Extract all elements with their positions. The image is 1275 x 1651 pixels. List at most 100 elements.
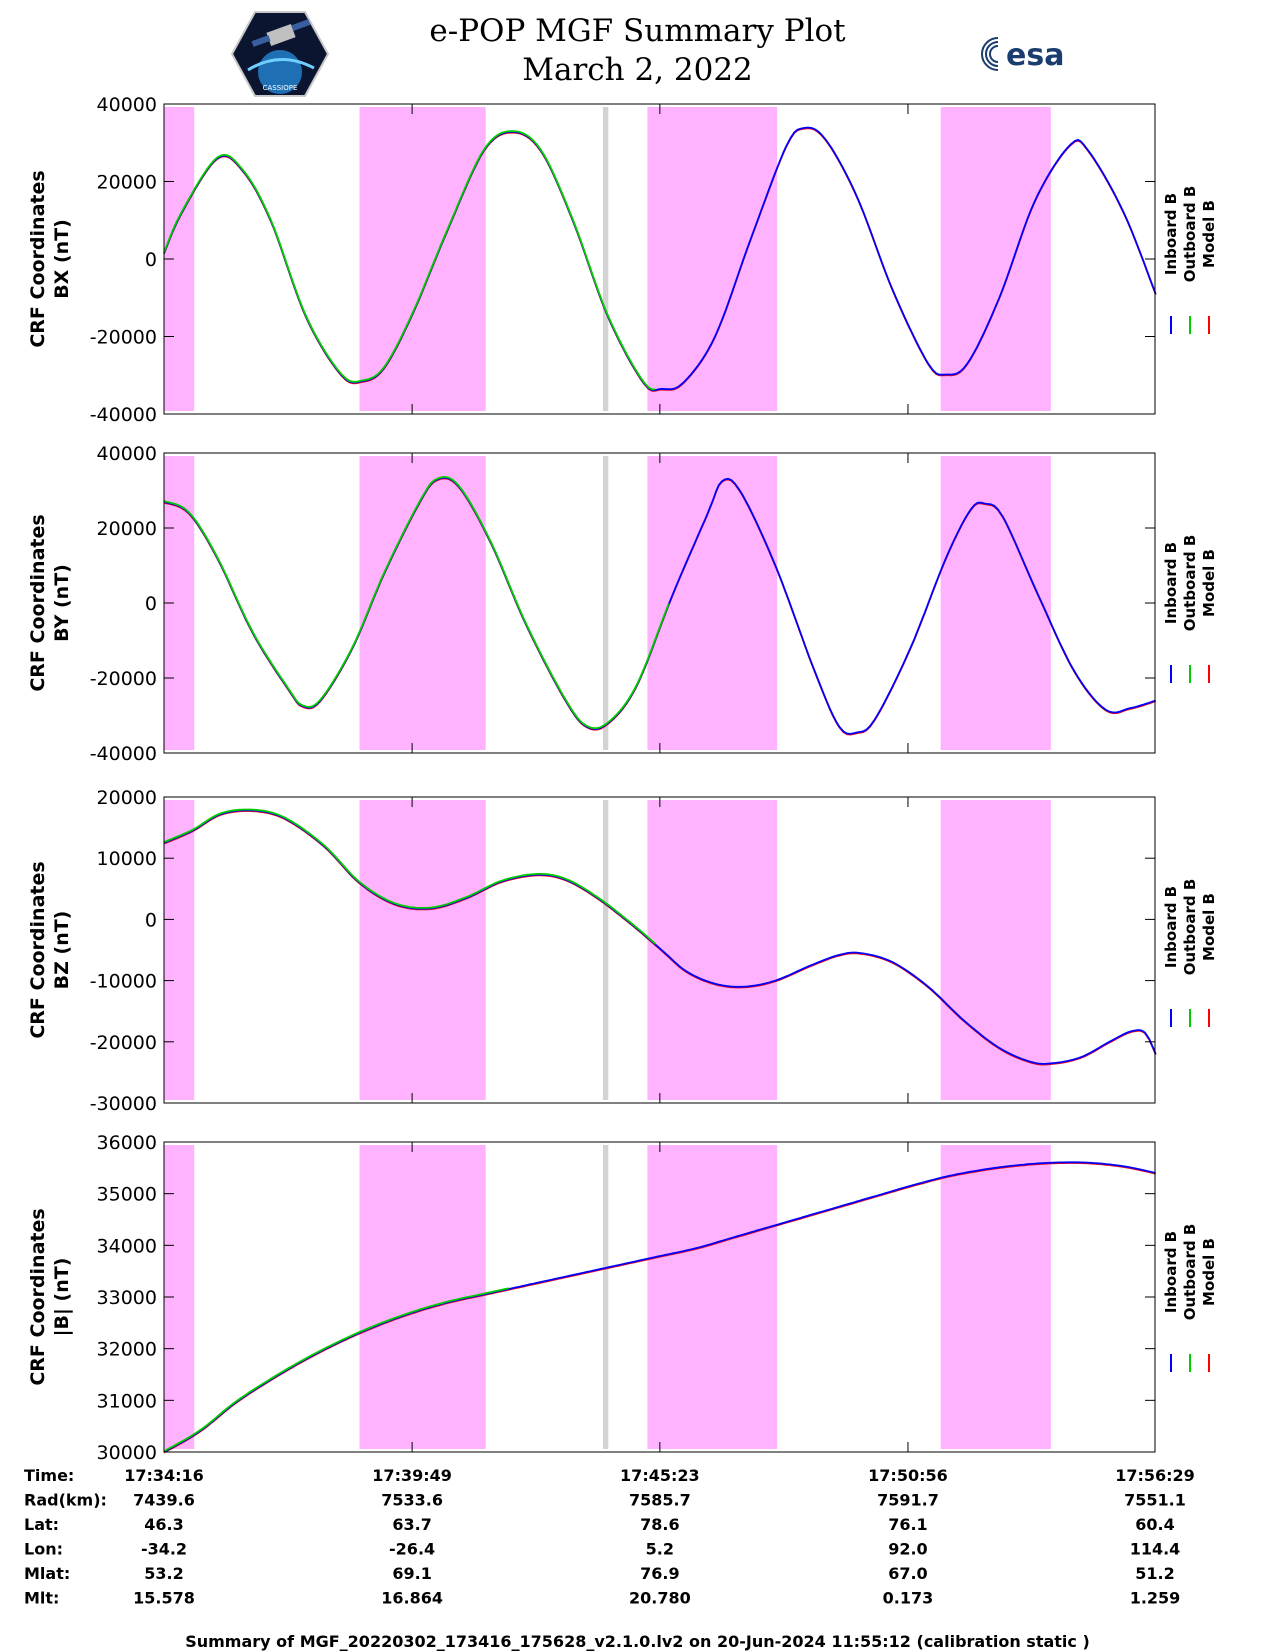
y-axis-label: CRF Coordinates [27,170,49,347]
table-cell: 46.3 [144,1515,183,1534]
legend-label: Model B [1200,200,1218,268]
table-row-label: Mlat: [24,1564,70,1583]
outboard-b-line [163,1287,509,1452]
table-cell: 76.9 [640,1564,679,1583]
table-row-label: Mlt: [24,1589,59,1608]
y-tick-label: 30000 [97,1442,157,1464]
data-gap-bar [602,1145,609,1449]
table-cell: 53.2 [144,1564,183,1583]
panel-1: -40000 -20000 0 20000 40000 CRF Coordinates BX… [27,94,1218,426]
table-cell: 7551.1 [1124,1491,1186,1510]
shaded-interval [164,800,195,1100]
shaded-interval [647,107,778,411]
plot-date: March 2, 2022 [522,52,753,88]
shaded-interval [940,456,1051,750]
y-tick-label: 35000 [97,1184,157,1206]
y-tick-label: 10000 [97,848,157,870]
table-cell: -26.4 [389,1540,435,1559]
shaded-interval [940,800,1051,1100]
table-cell: 17:56:29 [1115,1466,1195,1485]
y-tick-label: 0 [145,909,157,931]
legend-label: Outboard B [1181,879,1199,976]
table-cell: 78.6 [640,1515,679,1534]
title-block: e-POP MGF Summary Plot March 2, 2022 [0,12,1275,90]
legend-label: Outboard B [1181,1224,1199,1321]
table-cell: 0.173 [883,1589,934,1608]
legend-label: Outboard B [1181,186,1199,283]
legend-label: Inboard B [1162,542,1180,624]
table-cell: 7591.7 [877,1491,939,1510]
y-axis-label: BX (nT) [51,219,73,299]
y-tick-label: 33000 [97,1287,157,1309]
table-cell: 1.259 [1130,1589,1181,1608]
table-cell: 20.780 [629,1589,691,1608]
y-tick-label: 36000 [97,1132,157,1154]
y-tick-label: 0 [145,249,157,271]
outboard-b-line [163,130,656,391]
table-cell: 17:39:49 [372,1466,452,1485]
y-axis-label: BY (nT) [51,564,73,642]
data-gap-bar [602,456,609,750]
table-cell: 67.0 [888,1564,927,1583]
table-cell: 69.1 [392,1564,431,1583]
shaded-interval [359,107,486,411]
data-gap-bar [602,800,609,1100]
panel-4: 30000 31000 32000 33000 34000 35000 36000 CRF C… [27,1132,1218,1464]
plot-title: e-POP MGF Summary Plot [429,13,846,49]
y-tick-label: -30000 [90,1093,157,1115]
y-tick-label: 34000 [97,1235,157,1257]
table-row-label: Lon: [24,1540,63,1559]
footer-text: Summary of MGF_20220302_173416_175628_v2… [185,1632,1090,1651]
table-cell: 114.4 [1130,1540,1181,1559]
legend-label: Model B [1200,549,1218,617]
table-cell: 16.864 [381,1589,443,1608]
table-cell: -34.2 [141,1540,187,1559]
table-cell: 17:34:16 [124,1466,204,1485]
y-tick-label: -40000 [90,404,157,426]
legend-label: Model B [1200,1238,1218,1306]
y-tick-label: -40000 [90,743,157,765]
legend-label: Outboard B [1181,535,1199,632]
table-cell: 7585.7 [629,1491,691,1510]
y-tick-label: 32000 [97,1339,157,1361]
y-tick-label: -20000 [90,668,157,690]
shaded-interval [647,1145,778,1449]
table-cell: 60.4 [1135,1515,1174,1534]
table-cell: 92.0 [888,1540,927,1559]
cassiope-logo: CASSIOPE [230,11,330,97]
legend-label: Inboard B [1162,886,1180,968]
y-axis-label: CRF Coordinates [27,861,49,1038]
shaded-interval [940,107,1051,411]
data-gap-bar [602,107,609,411]
y-tick-label: -20000 [90,1032,157,1054]
table-cell: 7439.6 [133,1491,195,1510]
table-cell: 7533.6 [381,1491,443,1510]
y-axis-label: BZ (nT) [51,911,73,990]
panel-3: -30000 -20000 -10000 0 10000 20000 CRF Coordin… [27,787,1218,1115]
legend-label: Model B [1200,893,1218,961]
table-row-label: Time: [24,1466,74,1485]
y-tick-label: 40000 [97,94,157,116]
y-tick-label: 0 [145,593,157,615]
y-tick-label: 40000 [97,443,157,465]
y-tick-label: -20000 [90,327,157,349]
y-tick-label: 20000 [97,172,157,194]
y-tick-label: -10000 [90,971,157,993]
outboard-b-line [163,808,657,945]
y-axis-label: CRF Coordinates [27,1208,49,1385]
esa-logo: esa [981,37,1064,73]
y-axis-label: |B| (nT) [51,1258,73,1337]
y-tick-label: 20000 [97,518,157,540]
table-cell: 76.1 [888,1515,927,1534]
legend-label: Inboard B [1162,1231,1180,1313]
outboard-b-line [163,476,670,730]
shaded-interval [359,456,486,750]
table-row-label: Rad(km): [24,1491,107,1510]
table-cell: 17:45:23 [620,1466,700,1485]
panel-2: -40000 -20000 0 20000 40000 CRF Coordinates BY… [27,443,1218,765]
shaded-interval [359,800,486,1100]
esa-logo-text: esa [1006,38,1064,73]
y-tick-label: 31000 [97,1390,157,1412]
y-axis-label: CRF Coordinates [27,514,49,691]
